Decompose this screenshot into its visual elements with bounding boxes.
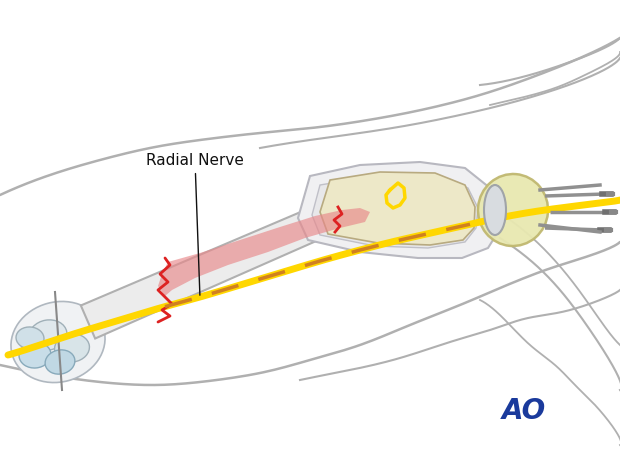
Polygon shape bbox=[320, 172, 475, 245]
Ellipse shape bbox=[484, 185, 506, 235]
Polygon shape bbox=[81, 187, 371, 339]
Polygon shape bbox=[158, 208, 370, 296]
Ellipse shape bbox=[29, 320, 67, 350]
Polygon shape bbox=[298, 162, 500, 258]
Ellipse shape bbox=[19, 342, 51, 368]
Polygon shape bbox=[312, 175, 478, 248]
Ellipse shape bbox=[55, 334, 89, 362]
Text: Radial Nerve: Radial Nerve bbox=[146, 153, 244, 295]
Ellipse shape bbox=[11, 302, 105, 382]
Text: AO: AO bbox=[502, 397, 546, 425]
Ellipse shape bbox=[45, 350, 75, 374]
Ellipse shape bbox=[478, 174, 548, 246]
Polygon shape bbox=[324, 188, 471, 232]
Ellipse shape bbox=[16, 327, 44, 349]
